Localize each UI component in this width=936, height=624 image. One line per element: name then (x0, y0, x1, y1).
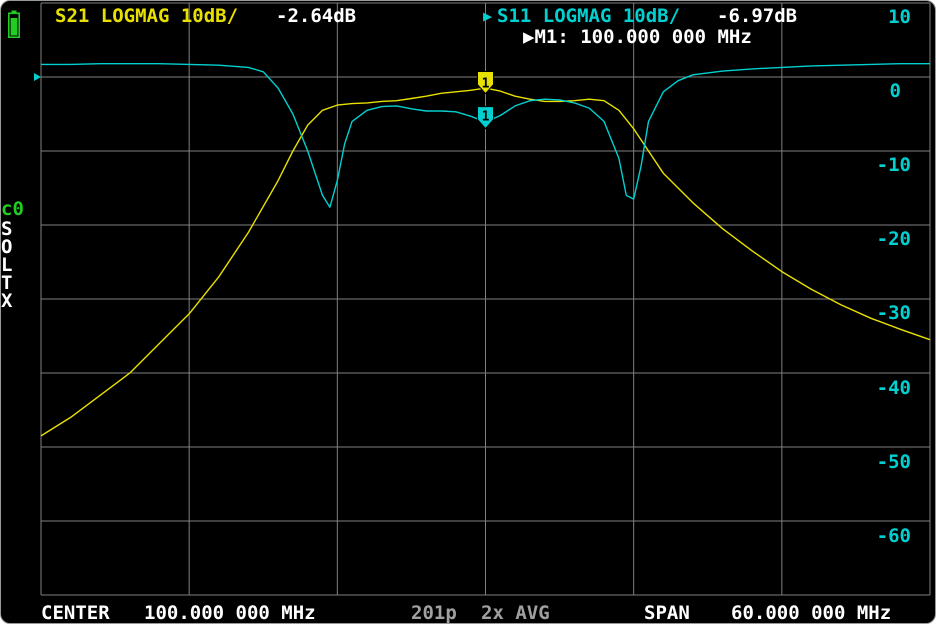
sweep-points: 201p (411, 602, 457, 624)
scale-label-10: 10 (888, 6, 911, 28)
s21-marker-1: 1 (477, 71, 494, 95)
scale-label-minus40: -40 (876, 377, 911, 399)
marker-flag (477, 71, 494, 95)
battery-icon (8, 10, 20, 38)
scale-label-minus10: -10 (876, 154, 911, 176)
marker-flag (477, 106, 494, 130)
marker-readout: ▶M1: 100.000 000 MHz (523, 26, 752, 48)
cal-flag-l: L (1, 254, 13, 276)
span-value[interactable]: 60.000 000 MHz (731, 602, 892, 624)
cal-status-label: c0 (1, 198, 24, 220)
averaging-status: 2x AVG (481, 602, 550, 624)
s21-trace-value: -2.64dB (276, 5, 357, 27)
reference-level-marker (34, 73, 41, 81)
scale-label-minus20: -20 (876, 228, 911, 250)
marker-label: 1 (482, 77, 490, 92)
cal-flag-x: X (1, 290, 13, 312)
span-label[interactable]: SPAN (644, 602, 690, 624)
s11-marker-1: 1 (477, 106, 494, 130)
cal-flag-s: S (1, 218, 13, 240)
center-freq-label[interactable]: CENTER (41, 602, 110, 624)
s11-active-indicator: ▶ (483, 7, 493, 25)
marker-label: 1 (482, 110, 490, 125)
cal-flag-o: O (1, 236, 13, 258)
scale-label-0: 0 (889, 80, 901, 102)
scale-label-minus30: -30 (876, 302, 911, 324)
s11-trace-value: -6.97dB (717, 5, 798, 27)
scale-label-minus50: -50 (876, 451, 911, 473)
s11-trace-label[interactable]: S11 LOGMAG 10dB/ (497, 5, 681, 27)
scale-label-minus60: -60 (876, 525, 911, 547)
cal-flag-t: T (1, 272, 13, 294)
center-freq-value[interactable]: 100.000 000 MHz (144, 602, 316, 624)
s21-trace-label[interactable]: S21 LOGMAG 10dB/ (55, 5, 239, 27)
